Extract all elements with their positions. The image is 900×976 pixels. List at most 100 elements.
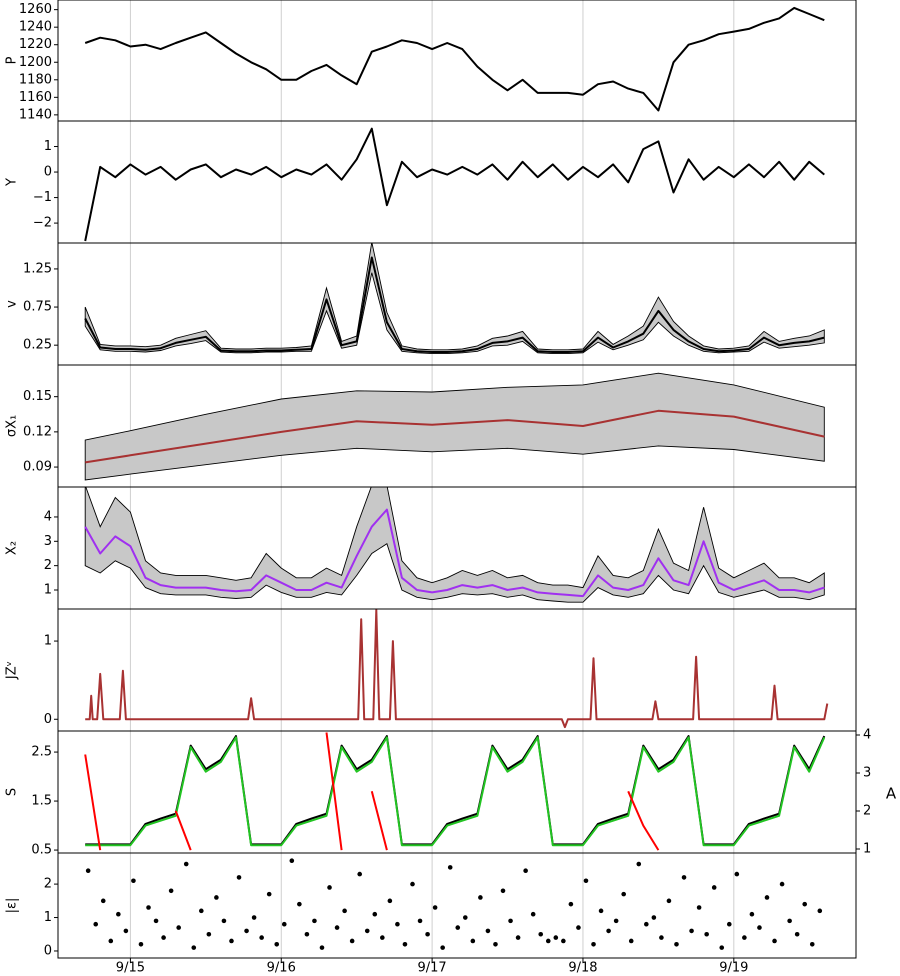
point — [704, 931, 709, 937]
point — [229, 938, 234, 944]
panel — [84, 487, 825, 609]
point — [153, 918, 159, 924]
point — [817, 908, 823, 914]
y2-tick-label: 3 — [863, 765, 871, 780]
point — [742, 935, 747, 940]
y-tick-label: 1140 — [19, 107, 52, 122]
point — [568, 901, 574, 907]
point — [304, 931, 310, 937]
point — [711, 885, 717, 890]
point — [621, 891, 626, 897]
point — [176, 925, 181, 930]
series-line — [84, 256, 825, 353]
point — [161, 935, 166, 940]
y2-tick-label: 4 — [863, 727, 871, 742]
series-line — [84, 508, 825, 598]
point — [613, 918, 619, 924]
point — [297, 901, 302, 907]
point — [764, 895, 770, 900]
point — [734, 871, 740, 877]
point — [432, 905, 438, 910]
point — [364, 928, 370, 934]
y-tick-label: 0.09 — [23, 460, 52, 475]
point — [538, 931, 544, 937]
point — [545, 938, 551, 944]
point — [462, 915, 468, 920]
y-tick-label: 1.5 — [31, 794, 52, 809]
point — [214, 895, 219, 900]
panel-frame — [57, 120, 857, 244]
y2-tick-label: 1 — [863, 842, 871, 857]
y-tick-label: 1220 — [19, 37, 52, 52]
y-tick-label: 1 — [44, 910, 52, 925]
point — [606, 928, 611, 934]
y-tick-label: 0 — [44, 165, 52, 180]
point — [757, 925, 762, 930]
y-tick-label: 0.75 — [23, 300, 52, 315]
point — [576, 925, 581, 930]
point — [598, 908, 604, 914]
y-tick-label: 0.5 — [31, 843, 52, 858]
point — [312, 918, 317, 924]
point — [794, 931, 800, 937]
band — [84, 243, 825, 355]
y-tick-label: −1 — [33, 190, 52, 205]
point — [425, 931, 430, 937]
y-tick-label: 1200 — [19, 55, 52, 70]
point — [395, 921, 400, 927]
point — [244, 928, 249, 934]
point — [772, 938, 777, 944]
y-axis-label: v — [5, 300, 20, 308]
point — [440, 945, 445, 950]
y-tick-label: 1240 — [19, 20, 52, 35]
y2-axis-label: A — [886, 785, 897, 803]
y-tick-label: 0.25 — [23, 338, 52, 353]
panel — [84, 365, 825, 487]
point — [123, 928, 129, 934]
series-line — [85, 736, 826, 847]
point — [100, 898, 106, 904]
point — [787, 918, 792, 924]
point — [628, 938, 634, 944]
point — [281, 921, 287, 927]
point — [447, 865, 453, 870]
panel-frame — [57, 608, 857, 732]
point — [402, 941, 408, 947]
point — [266, 891, 272, 897]
point — [199, 908, 204, 914]
panel-frame — [57, 852, 857, 959]
panel-frame — [57, 242, 857, 366]
y-tick-label: 0.12 — [23, 424, 52, 439]
point — [251, 915, 257, 920]
point — [508, 918, 513, 924]
point — [380, 935, 385, 940]
series-line — [85, 735, 826, 846]
x-tick-label: 9/17 — [418, 961, 447, 976]
y-tick-label: 3 — [44, 534, 52, 549]
y-axis-label: X₂ — [5, 541, 20, 555]
series-line — [84, 732, 660, 851]
point — [116, 911, 121, 917]
panel — [84, 121, 825, 243]
y2-tick-label: 2 — [863, 804, 871, 819]
point — [500, 888, 506, 894]
point — [221, 918, 227, 924]
y-tick-label: 0.15 — [23, 389, 52, 404]
point — [319, 945, 325, 950]
point — [659, 935, 664, 940]
point — [681, 875, 687, 880]
point — [85, 868, 91, 874]
point — [591, 941, 596, 947]
panel — [84, 0, 825, 121]
y-tick-label: 1.25 — [23, 261, 52, 276]
point — [274, 941, 280, 947]
point — [357, 871, 363, 877]
y-tick-label: 1260 — [19, 2, 52, 17]
panel — [84, 243, 825, 365]
point — [131, 878, 136, 884]
series-line — [84, 127, 825, 242]
point — [342, 908, 347, 914]
point — [183, 861, 189, 867]
point — [387, 898, 393, 904]
point — [644, 921, 649, 927]
